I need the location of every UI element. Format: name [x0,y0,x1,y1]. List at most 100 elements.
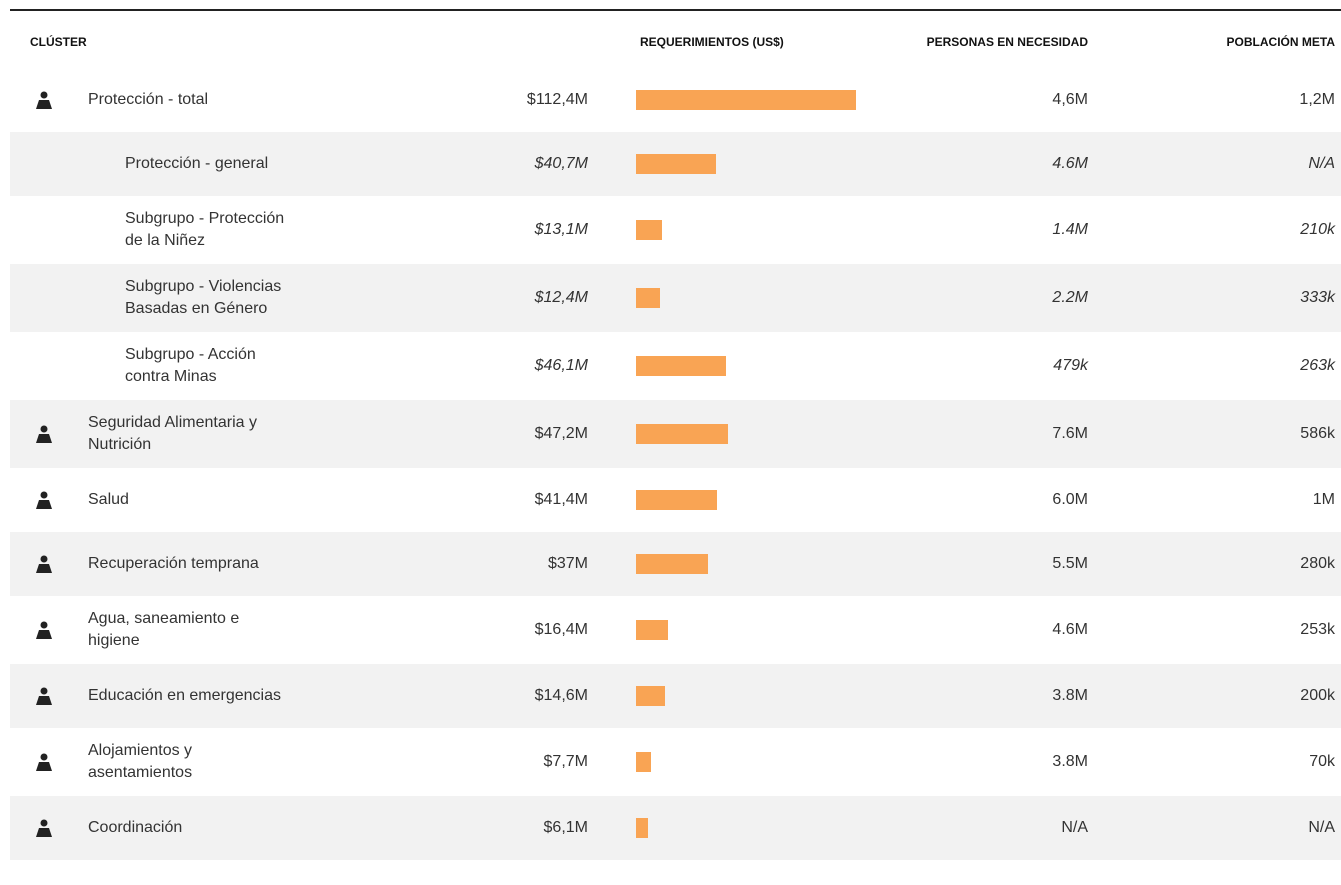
label-line: Nutrición [88,436,152,453]
target-population: 1,2M [1299,91,1335,108]
requirement: $47,2M [534,425,588,442]
requirement: $40,7M [534,155,588,172]
header: CLÚSTER [30,35,87,49]
label-line: Agua, saneamiento e [88,610,240,627]
table-row: Subgrupo - Acción contra Minas $46,1M 479k 2… [10,332,1341,400]
cluster-icon [36,425,52,443]
requirement-bar [636,154,716,174]
target-population: 333k [1300,289,1335,306]
cluster-label: Educación en emergencias [88,664,281,728]
requirement-bar [636,818,648,838]
cluster-icon [36,491,52,509]
cluster-label: Seguridad Alimentaria y Nutrición [88,400,257,468]
requirement: $14,6M [534,687,588,704]
requirement: $13,1M [534,221,588,238]
people-in-need: 5.5M [1052,555,1088,572]
table-row: Protección - general $40,7M 4.6M N/A [10,132,1341,196]
people-in-need: 7.6M [1052,425,1088,442]
table-row: Seguridad Alimentaria y Nutrición $47,2M 7.… [10,400,1341,468]
people-in-need: 4,6M [1052,91,1088,108]
label-line: asentamientos [88,764,193,781]
label-line: Recuperación temprana [88,555,259,572]
cluster-icon [36,819,52,837]
requirement: $46,1M [534,357,588,374]
label-line: de la Niñez [125,232,206,249]
people-in-need: 3.8M [1052,753,1088,770]
cluster-label: Subgrupo - Protección de la Niñez [125,196,284,264]
table-row: Educación en emergencias $14,6M 3.8M 200k [10,664,1341,728]
target-population: 210k [1300,221,1335,238]
people-in-need: 479k [1053,357,1088,374]
requirement-bar [636,424,729,444]
cluster-icon [36,687,52,705]
table-row: Protección - total $112,4M 4,6M 1,2M [10,68,1341,132]
label-line: Subgrupo - Acción [125,346,256,363]
requirement-bar [636,490,718,510]
label-line: contra Minas [125,368,217,385]
header: REQUERIMIENTOS (US$) [640,35,784,49]
cluster-icon [36,621,52,639]
cluster-label: Salud [88,468,129,532]
label-line: Alojamientos y [88,742,193,759]
table-row: Agua, saneamiento e higiene $16,4M 4.6M 253k [10,596,1341,664]
target-population: 253k [1300,621,1335,638]
target-population: 70k [1309,753,1335,770]
cluster-label: Alojamientos y asentamientos [88,728,192,796]
people-in-need: 4.6M [1052,621,1088,638]
requirement: $16,4M [534,621,588,638]
label-line: higiene [88,632,140,649]
requirement: $6,1M [543,819,588,836]
cluster-label: Coordinación [88,796,182,860]
requirement-bar [636,356,727,376]
label-line: Subgrupo - Protección [125,210,285,227]
target-population: 586k [1300,425,1335,442]
cluster-label: Recuperación temprana [88,532,259,596]
requirement: $7,7M [543,753,588,770]
cluster-icon [36,753,52,771]
people-in-need: 2.2M [1052,289,1088,306]
target-population: 280k [1300,555,1335,572]
target-population: N/A [1308,819,1335,836]
requirement: $37M [547,555,588,572]
table-row: Recuperación temprana $37M 5.5M 280k [10,532,1341,596]
people-in-need: 4.6M [1052,155,1088,172]
requirement-bar [636,220,662,240]
cluster-label: Subgrupo - Acción contra Minas [125,332,256,400]
top-rule [10,9,1341,11]
label-line: Protección - general [125,155,269,172]
cluster-label: Subgrupo - Violencias Basadas en Género [125,264,281,332]
requirement-bar [636,686,665,706]
header: PERSONAS EN NECESIDAD [926,35,1088,49]
label-line: Protección - total [88,91,209,108]
requirement-bar [636,752,652,772]
cluster-label: Agua, saneamiento e higiene [88,596,239,664]
table-row: Coordinación $6,1M N/A N/A [10,796,1341,860]
requirement: $12,4M [534,289,588,306]
header: POBLACIÓN META [1226,35,1335,49]
people-in-need: 6.0M [1052,491,1088,508]
table-row: Subgrupo - Protección de la Niñez $13,1M 1.… [10,196,1341,264]
people-in-need: 3.8M [1052,687,1088,704]
target-population: 200k [1300,687,1335,704]
label-line: Seguridad Alimentaria y [88,414,257,431]
target-population: N/A [1308,155,1335,172]
table-row: Alojamientos y asentamientos $7,7M 3.8M 70k [10,728,1341,796]
label-line: Salud [88,491,129,508]
label-line: Coordinación [88,819,183,836]
requirement: $112,4M [526,91,588,108]
cluster-icon [36,555,52,573]
target-population: 1M [1312,491,1335,508]
requirement: $41,4M [534,491,588,508]
target-population: 263k [1300,357,1335,374]
requirement-bar [636,620,669,640]
table-row: Subgrupo - Violencias Basadas en Género $1… [10,264,1341,332]
cluster-icon [36,91,52,109]
people-in-need: N/A [1061,819,1088,836]
requirement-bar [636,554,709,574]
requirement-bar [636,90,856,110]
label-line: Educación en emergencias [88,687,282,704]
label-line: Subgrupo - Violencias [125,278,282,295]
requirement-bar [636,288,661,308]
cluster-label: Protección - total [88,68,208,132]
